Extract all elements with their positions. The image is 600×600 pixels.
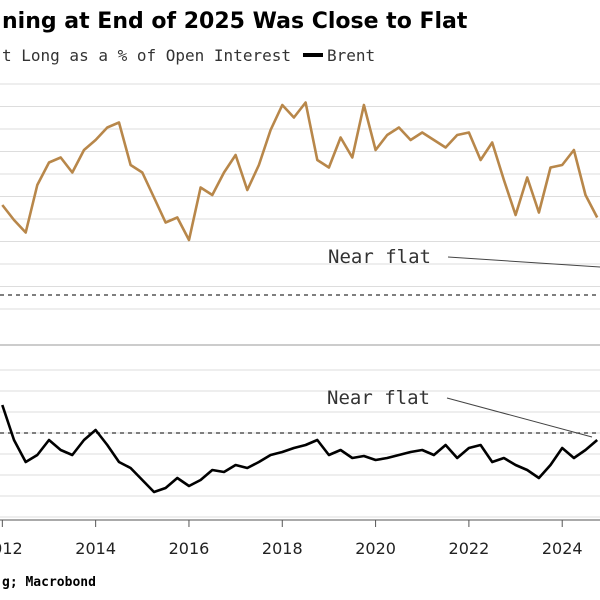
- annotation: Near flat: [328, 246, 431, 268]
- x-tick-label: 2024: [542, 539, 583, 558]
- x-tick-label: 2018: [262, 539, 303, 558]
- annotation-leader: [447, 256, 600, 268]
- series-line: [1, 404, 599, 494]
- source: g; Macrobond: [2, 575, 96, 590]
- annotation-leader: [446, 397, 593, 438]
- x-tick-label: 2016: [169, 539, 210, 558]
- chart-title: ning at End of 2025 Was Close to Flat: [2, 9, 468, 34]
- x-tick-label: 2022: [449, 539, 490, 558]
- annotation: Near flat: [327, 387, 430, 409]
- legend-label: Brent: [327, 46, 375, 65]
- x-tick-label: 2020: [355, 539, 396, 558]
- x-tick-label: 2012: [0, 539, 23, 558]
- x-tick-label: 2014: [75, 539, 116, 558]
- legend-label: t Long as a % of Open Interest: [2, 46, 291, 65]
- series-line: [1, 101, 599, 242]
